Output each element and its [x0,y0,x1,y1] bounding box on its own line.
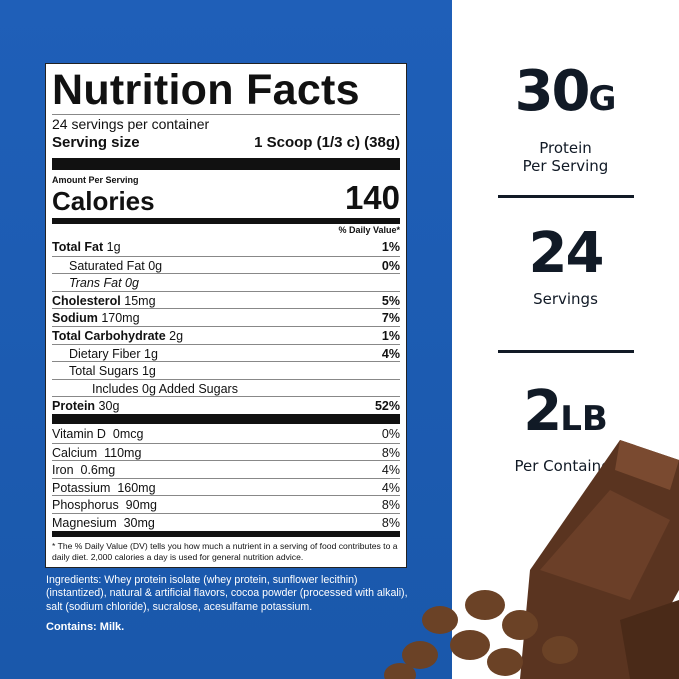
nutrient-dv: 52% [374,399,400,414]
nutrient-name: Total Sugars [69,364,139,379]
vitamin-amount: 90mg [125,498,157,513]
nutrient-amount: 1g [144,346,158,361]
medium-divider [52,531,400,537]
nutrient-amount: 170mg [101,311,140,326]
vitamin-dv: 4% [381,480,400,495]
nutrient-name: Sodium [52,311,98,326]
daily-value-header: % Daily Value* [338,225,400,235]
vitamin-amount: 0mcg [112,427,144,441]
vitamin-name: Vitamin D [52,427,106,441]
vitamin-dv: 4% [381,463,400,478]
nutrient-amount: 0g [148,258,163,273]
vitamin-name: Phosphorus [52,498,119,513]
nutrient-dv: 1% [381,329,400,343]
nutrient-row: Total Carbohydrate 2g 1% [52,326,400,344]
divider [498,350,634,353]
nutrient-name: Protein [52,399,96,414]
nutrient-dv: 5% [381,293,400,308]
ingredients: Ingredients: Whey protein isolate (whey … [46,574,408,613]
nutrient-name: Cholesterol [52,293,121,308]
nutrient-name: Total Carbohydrate [52,329,166,343]
calories-label: Calories [52,186,155,216]
nutrient-name: Includes 0g Added Sugars [92,381,238,396]
serving-size-label: Serving size [52,134,140,151]
footnote: * The % Daily Value (DV) tells you how m… [52,541,398,562]
nutrient-row: Trans Fat 0g [52,273,400,291]
nutrient-amount: 30g [98,399,120,414]
vitamin-amount: 110mg [104,445,142,460]
serving-size-value: 1 Scoop (1/3 c) (38g) [254,134,400,151]
nutrient-dv: 7% [381,311,400,326]
vitamin-dv: 0% [381,427,400,441]
vitamin-amount: 0.6mg [80,463,116,478]
nutrient-row: Total Fat 1g 1% [52,238,400,256]
nutrient-name: Dietary Fiber [69,346,141,361]
vitamin-row: Iron 0.6mg 4% [52,460,400,478]
vitamin-dv: 8% [381,498,400,513]
nutrition-facts-label: Nutrition Facts 24 servings per containe… [45,63,407,568]
vitamin-name: Calcium [52,445,98,460]
divider [498,195,634,198]
servings-per-container: 24 servings per container [52,116,210,132]
chocolate-and-coffee-beans-image [384,440,679,679]
calories-value: 140 [344,179,400,216]
vitamin-dv: 8% [381,516,400,530]
vitamin-name: Iron [52,463,74,478]
medium-divider [52,218,400,224]
nutrient-amount: 1g [141,364,156,379]
thick-divider [52,414,400,424]
nutrient-name: Trans Fat [69,276,122,291]
nutrient-row: Sodium 170mg 7% [52,308,400,326]
vitamin-row: Vitamin D 0mcg 0% [52,425,400,443]
nutrient-row: Total Sugars 1g [52,361,400,379]
vitamin-dv: 8% [381,445,400,460]
stat-servings: 24 Servings [528,221,605,309]
nutrient-row: Dietary Fiber 1g 4% [52,343,400,362]
allergen-statement: Contains: Milk. [46,621,125,633]
nutrient-amount: 1g [106,240,121,254]
vitamin-name: Magnesium [52,516,117,530]
stat-protein: 30G Protein Per Serving [514,59,617,176]
vitamin-row: Calcium 110mg 8% [52,442,400,461]
vitamin-row: Phosphorus 90mg 8% [52,495,400,513]
nutrient-row: Protein 30g 52% [52,396,400,414]
nutrient-amount: 0g [125,276,139,291]
nutrient-name: Saturated Fat [69,258,145,273]
thick-divider [52,158,400,170]
nutrient-name: Total Fat [52,240,104,254]
nutrient-dv: 4% [381,346,400,361]
nutrient-row: Includes 0g Added Sugars [52,378,400,397]
vitamin-amount: 160mg [117,480,156,495]
nutrient-amount: 15mg [124,293,156,308]
vitamin-row: Potassium 160mg 4% [52,477,400,496]
label-title: Nutrition Facts [52,66,360,114]
vitamin-name: Potassium [52,480,111,495]
nutrient-dv: 0% [381,258,400,273]
nutrient-dv: 1% [381,240,400,254]
nutrient-row: Saturated Fat 0g 0% [52,255,400,274]
vitamin-row: Magnesium 30mg 8% [52,513,400,531]
vitamin-amount: 30mg [123,516,155,530]
stat-weight: 2LB Per Container [514,379,617,476]
nutrient-row: Cholesterol 15mg 5% [52,290,400,309]
nutrient-amount: 2g [169,329,184,343]
amount-per-serving: Amount Per Serving [52,175,139,185]
